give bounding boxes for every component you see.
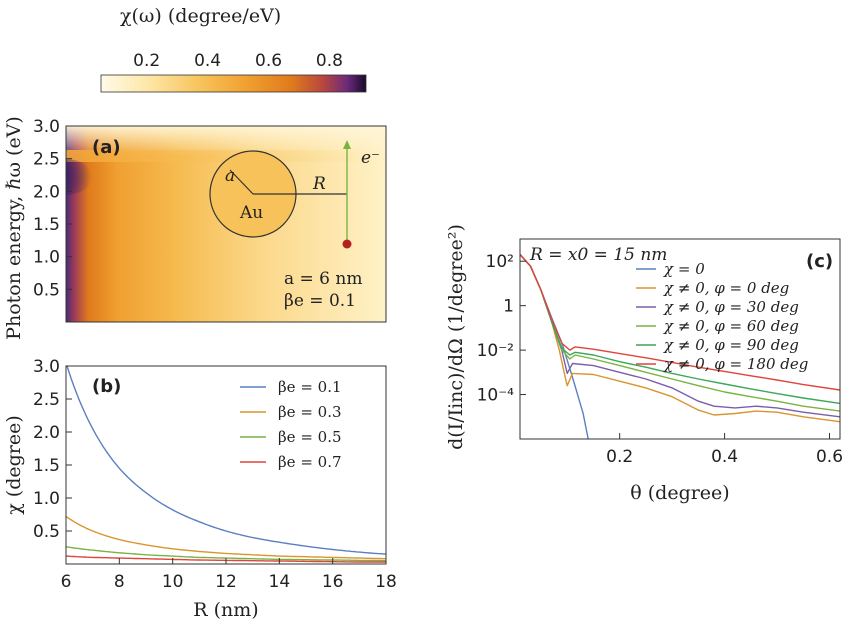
y-ticks-a: 0.5 1.0 1.5 2.0 2.5 3.0: [33, 117, 72, 300]
x-tick-label: 0.4: [711, 447, 738, 467]
y-label-a: Photon energy, ℏω (eV): [3, 116, 25, 340]
x-ticks-b: 6 8 10 12 14 16 18: [61, 558, 397, 592]
electron-arrow-icon: [343, 140, 351, 149]
colorbar-title: χ(ω) (degree/eV): [120, 5, 281, 27]
radius-line: [229, 169, 254, 195]
y-tick-label: 1.0: [33, 489, 60, 509]
y-tick-label: 1.0: [33, 248, 60, 268]
x-label-c: θ (degree): [630, 482, 729, 504]
legend-label: βe = 0.5: [278, 428, 342, 446]
chart-title-c: R = x0 = 15 nm: [529, 245, 667, 265]
heatmap-peak: [66, 159, 92, 195]
x-tick-label: 10: [162, 572, 184, 592]
y-tick-label: 3.0: [33, 357, 60, 377]
x-ticks-c: 0.2 0.4 0.6: [606, 433, 843, 467]
y-ticks-c: 10² 1 10⁻² 10⁻⁴: [477, 252, 526, 406]
x-tick-label: 0.6: [816, 447, 843, 467]
x-tick-label: 0.2: [606, 447, 633, 467]
param-a: a = 6 nm: [284, 269, 362, 289]
legend-label: χ ≠ 0, φ = 60 deg: [663, 317, 799, 335]
panel-label-c: (c): [806, 251, 833, 272]
legend-label: χ ≠ 0, φ = 30 deg: [663, 298, 799, 316]
x-tick-label: 12: [215, 572, 237, 592]
x-label-b: R (nm): [193, 599, 258, 621]
colorbar-tick-label: 0.2: [133, 51, 160, 71]
electron-dot: [342, 239, 352, 249]
series-line-c-5: [520, 254, 840, 391]
material-label: Au: [239, 203, 263, 223]
colorbar: χ(ω) (degree/eV) 0.2 0.4 0.6 0.8: [100, 5, 367, 93]
series-lines-c: [520, 254, 840, 439]
y-ticks-b: 0.5 1.0 1.5 2.0 2.5 3.0: [33, 357, 72, 542]
y-tick-label: 1.5: [33, 456, 60, 476]
y-tick-label: 10⁻²: [477, 341, 514, 361]
legend-b: βe = 0.1 βe = 0.3 βe = 0.5 βe = 0.7: [240, 378, 342, 471]
legend-label: βe = 0.1: [278, 378, 342, 396]
legend-label: χ ≠ 0, φ = 90 deg: [663, 336, 799, 354]
y-tick-label: 0.5: [33, 522, 60, 542]
heatmap: [66, 126, 386, 322]
y-tick-label: 10²: [486, 252, 514, 272]
y-tick-label: 3.0: [33, 117, 60, 137]
legend-label: βe = 0.7: [278, 453, 342, 471]
param-beta: βe = 0.1: [284, 291, 356, 311]
legend-label: βe = 0.3: [278, 403, 342, 421]
y-tick-label: 0.5: [33, 280, 60, 300]
panel-b: (b) 0.5 1.0 1.5 2.0 2.5 3.0 6 8 10 12 14 16 18 βe =…: [3, 357, 397, 621]
y-tick-label: 1: [503, 297, 514, 317]
y-tick-label: 2.0: [33, 182, 60, 202]
legend-label: χ ≠ 0, φ = 0 deg: [663, 279, 789, 297]
colorbar-bar: [100, 74, 367, 93]
inset-schematic: a Au R e⁻ a = 6 nm βe = 0.1: [209, 140, 380, 311]
colorbar-ticks: 0.2 0.4 0.6 0.8: [133, 51, 343, 71]
x-tick-label: 6: [61, 572, 72, 592]
legend-label: χ = 0: [663, 260, 705, 278]
electron-label: e⁻: [361, 148, 380, 168]
series-line-b-1: [66, 515, 386, 560]
x-tick-label: 18: [375, 572, 397, 592]
x-tick-label: 14: [269, 572, 291, 592]
axes-frame-c: [519, 238, 841, 440]
colorbar-tick-label: 0.8: [316, 51, 343, 71]
legend-label: χ ≠ 0, φ = 180 deg: [663, 355, 808, 373]
panel-a: (a) 0.5 1.0 1.5 2.0 2.5 3.0 a Au R e⁻ a = 6 n…: [33, 117, 387, 323]
x-tick-label: 16: [322, 572, 344, 592]
panel-label-a: (a): [92, 137, 121, 158]
y-tick-label: 2.5: [33, 150, 60, 170]
y-label-b: χ (degree): [3, 415, 25, 515]
y-tick-label: 2.0: [33, 423, 60, 443]
y-label-c: d(I/Iinc)/dΩ (1/degree²): [445, 224, 467, 450]
colorbar-tick-label: 0.6: [255, 51, 282, 71]
colorbar-tick-label: 0.4: [194, 51, 221, 71]
radius-label: a: [225, 166, 235, 186]
y-tick-label: 2.5: [33, 390, 60, 410]
distance-label: R: [312, 174, 326, 194]
series-line-b-0: [66, 366, 386, 555]
panel-label-b: (b): [92, 376, 121, 397]
x-tick-label: 8: [114, 572, 125, 592]
y-tick-label: 1.5: [33, 215, 60, 235]
y-tick-label: 10⁻⁴: [477, 386, 515, 406]
